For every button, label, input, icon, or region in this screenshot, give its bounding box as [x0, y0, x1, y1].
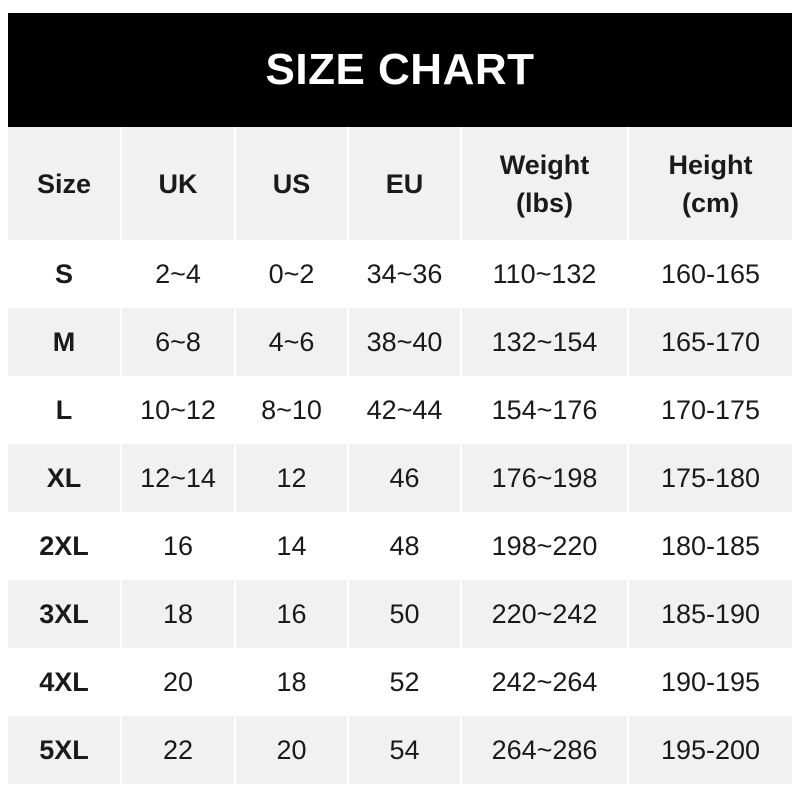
cell-uk: 10~12 [120, 376, 235, 444]
cell-height: 175-180 [627, 444, 792, 512]
cell-weight: 220~242 [460, 580, 628, 648]
header-eu: EU [347, 127, 461, 240]
cell-weight: 176~198 [460, 444, 628, 512]
table-row: 4XL 20 18 52 242~264 190-195 [8, 648, 792, 716]
cell-us: 12 [234, 444, 348, 512]
cell-eu: 34~36 [347, 240, 461, 308]
cell-eu: 46 [347, 444, 461, 512]
cell-uk: 16 [120, 512, 235, 580]
header-row: Size UK US EU Weight (lbs) Height (cm) [8, 127, 792, 240]
cell-uk: 20 [120, 648, 235, 716]
header-unit: (cm) [681, 187, 739, 218]
cell-size: 4XL [39, 666, 89, 697]
cell-us: 14 [234, 512, 348, 580]
header-label: US [272, 168, 311, 199]
cell-us: 18 [234, 648, 348, 716]
table-row: 3XL 18 16 50 220~242 185-190 [8, 580, 792, 648]
table-row: S 2~4 0~2 34~36 110~132 160-165 [8, 240, 792, 308]
cell-size: 5XL [8, 716, 121, 784]
cell-eu: 50 [347, 580, 461, 648]
cell-us: 0~2 [234, 240, 348, 308]
cell-weight: 132~154 [460, 308, 628, 376]
cell-uk: 12~14 [120, 444, 235, 512]
cell-uk: 18 [120, 580, 235, 648]
cell-uk: 22 [120, 716, 235, 784]
cell-weight: 198~220 [460, 512, 628, 580]
cell-height: 195-200 [627, 716, 792, 784]
cell-eu: 54 [347, 716, 461, 784]
header-unit: (lbs) [516, 187, 573, 218]
header-size: Size [8, 127, 121, 240]
cell-height: 185-190 [627, 580, 792, 648]
cell-height: 165-170 [627, 308, 792, 376]
cell-weight: 154~176 [460, 376, 628, 444]
header-label: Height [668, 149, 753, 180]
cell-size: M [8, 308, 121, 376]
cell-weight: 110~132 [460, 240, 628, 308]
cell-size: L [55, 394, 73, 425]
size-chart-table: Size UK US EU Weight (lbs) Height (cm) S 2~… [8, 127, 792, 784]
table-row: L 10~12 8~10 42~44 154~176 170-175 [8, 376, 792, 444]
table-row: 2XL 16 14 48 198~220 180-185 [8, 512, 792, 580]
cell-us: 16 [234, 580, 348, 648]
table-row: 5XL 22 20 54 264~286 195-200 [8, 716, 792, 784]
cell-height: 170-175 [627, 376, 792, 444]
cell-size: S [54, 258, 73, 289]
cell-eu: 38~40 [347, 308, 461, 376]
cell-us: 4~6 [234, 308, 348, 376]
cell-us: 8~10 [234, 376, 348, 444]
header-weight: Weight (lbs) [460, 127, 628, 240]
table-row: XL 12~14 12 46 176~198 175-180 [8, 444, 792, 512]
cell-weight: 264~286 [460, 716, 628, 784]
cell-eu: 48 [347, 512, 461, 580]
header-height: Height (cm) [627, 127, 792, 240]
cell-size: 2XL [39, 530, 89, 561]
cell-height: 160-165 [627, 240, 792, 308]
cell-eu: 42~44 [347, 376, 461, 444]
cell-uk: 2~4 [120, 240, 235, 308]
cell-height: 190-195 [627, 648, 792, 716]
size-chart-title: SIZE CHART [8, 13, 792, 127]
cell-weight: 242~264 [460, 648, 628, 716]
table-row: M 6~8 4~6 38~40 132~154 165-170 [8, 308, 792, 376]
cell-us: 20 [234, 716, 348, 784]
cell-size: 3XL [8, 580, 121, 648]
header-label: Weight [499, 149, 590, 180]
header-uk: UK [120, 127, 235, 240]
cell-size: XL [8, 444, 121, 512]
cell-uk: 6~8 [120, 308, 235, 376]
header-label: Size [36, 168, 92, 199]
cell-eu: 52 [347, 648, 461, 716]
cell-height: 180-185 [627, 512, 792, 580]
header-label: EU [385, 168, 424, 199]
header-us: US [234, 127, 348, 240]
header-label: UK [158, 168, 198, 199]
